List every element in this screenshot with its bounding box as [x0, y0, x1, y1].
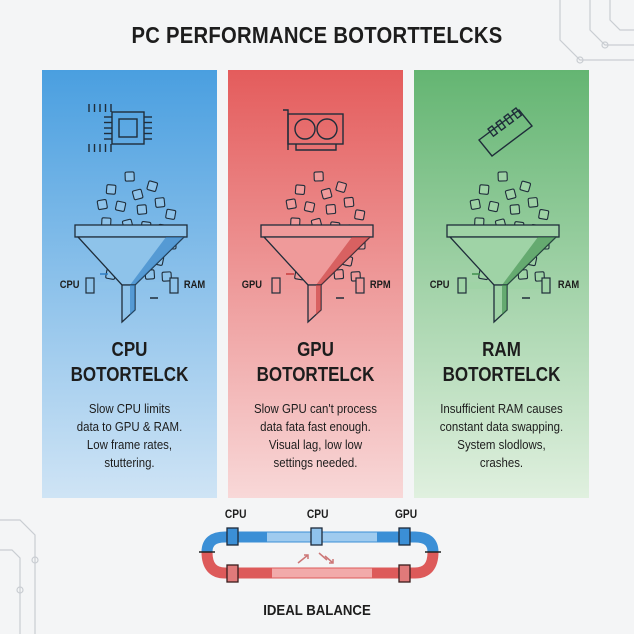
funnel-shade	[502, 237, 556, 285]
balance-pipe-loop	[199, 527, 441, 583]
balance-label: CPU	[306, 507, 329, 521]
left-label: GPU	[241, 279, 263, 291]
gpu-bottleneck-panel: GPU RPM GPU BOTORTELCK Slow GPU can't pro…	[228, 70, 403, 498]
funnel-rim	[74, 224, 188, 238]
data-block	[497, 171, 508, 182]
data-block	[333, 269, 345, 280]
ram-stick-icon	[477, 107, 534, 157]
chip-core	[118, 118, 138, 138]
data-block	[509, 204, 521, 215]
panel-description: Slow GPU can't process data fata fast eno…	[253, 401, 377, 470]
data-block	[325, 203, 337, 215]
card-bracket	[283, 109, 289, 150]
right-label: RAM	[557, 279, 580, 291]
arrow-icon	[318, 552, 334, 564]
ram-stick	[477, 109, 534, 157]
balance-title: IDEAL BALANCE	[263, 602, 371, 619]
data-block	[131, 188, 144, 201]
ram-bottleneck-panel: CPU RAM RAM BOTORTELCK Insufficient RAM c…	[414, 70, 589, 498]
ram-chip	[487, 125, 499, 138]
ideal-balance-diagram: CPU CPU GPU	[195, 507, 445, 595]
left-port	[85, 277, 95, 294]
data-block	[320, 187, 333, 200]
data-block	[487, 200, 500, 213]
cpu-node	[226, 527, 239, 546]
ram-chip	[495, 119, 507, 132]
funnel-rim	[260, 224, 374, 238]
data-block	[313, 171, 324, 182]
funnel-shade	[130, 285, 135, 315]
right-port	[541, 277, 551, 294]
data-block	[165, 208, 177, 220]
funnel-shade	[316, 237, 370, 285]
data-block	[161, 271, 172, 282]
data-block	[294, 184, 306, 196]
data-block	[96, 198, 108, 211]
left-label: CPU	[59, 279, 80, 291]
data-block	[469, 198, 481, 210]
panel-description: Insufficient RAM causes constant data swa…	[439, 401, 564, 470]
data-block	[335, 181, 347, 193]
data-block	[124, 171, 135, 182]
panel-description: Slow CPU limits data to GPU & RAM. Low fra…	[76, 401, 183, 470]
card-connector	[295, 144, 337, 151]
left-port	[457, 277, 467, 294]
left-label: CPU	[429, 279, 450, 291]
funnel-rim	[446, 224, 560, 238]
panel-title: GPU BOTORTELCK	[256, 339, 375, 386]
data-block	[538, 208, 550, 221]
ram-funnel-illustration	[446, 107, 560, 324]
arrow-icon	[297, 554, 309, 564]
left-port	[271, 277, 281, 294]
fan	[316, 118, 338, 140]
circuit-decoration	[559, 0, 634, 64]
balance-label: CPU	[224, 507, 247, 521]
balance-label: GPU	[394, 507, 418, 521]
funnel-shade	[316, 285, 321, 315]
right-port	[169, 277, 179, 294]
data-block	[146, 180, 159, 192]
fan	[294, 118, 316, 140]
data-block	[527, 197, 539, 208]
cpu-funnel-illustration	[74, 104, 188, 324]
data-block	[303, 201, 316, 213]
data-block	[343, 196, 355, 208]
data-block	[114, 200, 127, 212]
data-block	[519, 180, 532, 193]
gpu-funnel-illustration	[260, 109, 374, 324]
funnel-shade	[130, 237, 184, 285]
data-block	[136, 204, 148, 215]
cpu-chip-icon	[88, 104, 152, 152]
circuit-decoration	[0, 519, 39, 634]
data-block	[105, 184, 117, 195]
cpu-bottleneck-panel: CPU RAM CPU BOTORTELCK Slow CPU limits dat…	[42, 70, 217, 498]
right-port	[355, 277, 365, 294]
cpu-center-node	[310, 527, 323, 546]
data-block	[154, 197, 166, 208]
data-block	[504, 188, 517, 200]
ram-chip	[503, 113, 515, 126]
right-label: RAM	[183, 279, 206, 291]
funnel-shade	[502, 285, 507, 315]
right-label: RPM	[369, 279, 391, 291]
card-body	[287, 113, 344, 145]
chip-body	[111, 111, 145, 145]
data-block	[354, 209, 366, 221]
panel-title: RAM BOTORTELCK	[442, 339, 561, 386]
panel-title: CPU BOTORTELCK	[70, 339, 189, 386]
graphics-card-icon	[283, 109, 344, 151]
page-title: PC PERFORMANCE BOTORTTELCKS	[131, 22, 503, 48]
gpu-node	[398, 527, 411, 546]
ram-chip	[511, 107, 523, 120]
data-block	[285, 198, 297, 210]
data-block	[478, 184, 490, 195]
